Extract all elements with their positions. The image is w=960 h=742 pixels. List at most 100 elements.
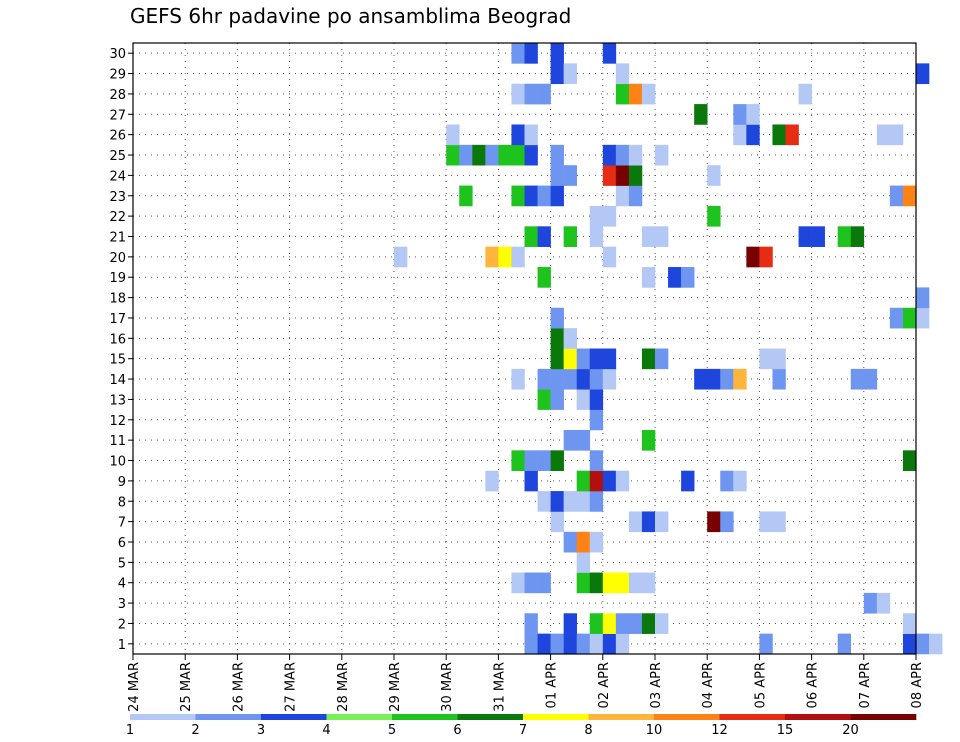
heatmap-cell [733, 104, 747, 125]
heatmap-cell [563, 531, 577, 553]
legend-swatch [523, 714, 589, 720]
x-tick-label: 29 MAR [388, 662, 403, 712]
heatmap-cell [628, 511, 643, 533]
heatmap-cell [524, 470, 538, 492]
heatmap-cell [850, 226, 865, 247]
heatmap-cell [511, 450, 525, 471]
legend-swatch [719, 714, 786, 720]
heatmap-cell [876, 592, 891, 614]
heatmap-cell [655, 226, 669, 247]
heatmap-cell [641, 572, 656, 594]
heatmap-cell [589, 205, 604, 227]
legend-swatch [654, 714, 720, 720]
heatmap-cell [615, 144, 630, 166]
heatmap-cell [733, 368, 747, 390]
heatmap-cell [602, 43, 617, 64]
heatmap-cell [485, 246, 499, 268]
heatmap-cell [602, 613, 617, 634]
x-tick-label: 31 MAR [492, 662, 507, 712]
heatmap-cell [589, 368, 604, 390]
legend-swatch [195, 714, 262, 720]
heatmap-cell [524, 226, 538, 247]
heatmap-cell [576, 531, 591, 553]
heatmap-cell [602, 368, 617, 390]
heatmap-cell [681, 267, 695, 288]
heatmap-cell [563, 328, 577, 349]
heatmap-cell [694, 368, 708, 390]
heatmap-cell [459, 144, 473, 166]
heatmap-cell [615, 63, 630, 85]
heatmap-cell [537, 267, 551, 288]
y-tick-label: 4 [118, 577, 126, 592]
heatmap-cell [772, 368, 786, 390]
heatmap-cell [589, 491, 604, 512]
heatmap-cell [641, 613, 656, 634]
heatmap-cell [602, 165, 617, 186]
heatmap-cell [511, 572, 525, 594]
heatmap-cell [537, 389, 551, 410]
y-tick-label: 26 [109, 129, 126, 144]
heatmap-cell [485, 470, 499, 492]
heatmap-cell [550, 165, 564, 186]
heatmap-cell [524, 124, 538, 146]
legend-swatch [326, 714, 393, 720]
heatmap-cell [550, 63, 564, 85]
heatmap-cell [602, 348, 617, 370]
heatmap-cell [537, 491, 551, 512]
heatmap-cell [615, 470, 630, 492]
heatmap-cell [628, 83, 643, 105]
heatmap-cell [550, 144, 564, 166]
y-tick-label: 16 [109, 332, 126, 347]
heatmap-cell [498, 246, 512, 268]
heatmap-cell [628, 144, 643, 166]
heatmap-cell [511, 83, 525, 105]
legend-label: 10 [646, 723, 663, 738]
y-tick-label: 23 [109, 190, 126, 205]
heatmap-cell [615, 83, 630, 105]
heatmap-cell [785, 124, 799, 146]
heatmap-cell [524, 572, 538, 594]
legend-swatch [457, 714, 524, 720]
heatmap-cell [511, 43, 525, 64]
x-tick-label: 27 MAR [284, 662, 299, 712]
heatmap-cell [850, 368, 865, 390]
heatmap-cell [524, 450, 538, 471]
heatmap-cell [563, 63, 577, 85]
heatmap-cell [550, 307, 564, 329]
heatmap-cell [563, 633, 577, 655]
heatmap-cell [589, 572, 604, 594]
legend-swatch [588, 714, 655, 720]
heatmap-cell [524, 633, 538, 655]
y-tick-label: 30 [109, 47, 126, 62]
heatmap-cell [550, 348, 564, 370]
heatmap-cell [863, 592, 878, 614]
legend-swatch [850, 714, 917, 720]
y-tick-label: 9 [118, 475, 126, 490]
x-tick-label: 03 APR [649, 662, 664, 708]
y-tick-label: 14 [109, 373, 126, 388]
heatmap-cell [537, 185, 551, 207]
heatmap-cell [720, 470, 734, 492]
heatmap-cell [641, 83, 656, 105]
heatmap-cell [485, 144, 499, 166]
heatmap-cell [511, 368, 525, 390]
heatmap-cell [681, 470, 695, 492]
legend-swatch [785, 714, 851, 720]
heatmap-cell [759, 511, 773, 533]
y-tick-label: 28 [109, 88, 126, 103]
heatmap-cell [902, 613, 917, 634]
heatmap-cell [668, 267, 682, 288]
heatmap-cell [511, 124, 525, 146]
heatmap-cell [524, 144, 538, 166]
heatmap-cell [798, 226, 812, 247]
heatmap-cell [537, 572, 551, 594]
heatmap-cell [916, 307, 930, 329]
heatmap-cell [602, 470, 617, 492]
heatmap-cell [524, 43, 538, 64]
heatmap-cell [655, 348, 669, 370]
heatmap-cell [746, 124, 760, 146]
heatmap-cell [602, 144, 617, 166]
heatmap-cell [550, 328, 564, 349]
heatmap-cell [576, 368, 591, 390]
